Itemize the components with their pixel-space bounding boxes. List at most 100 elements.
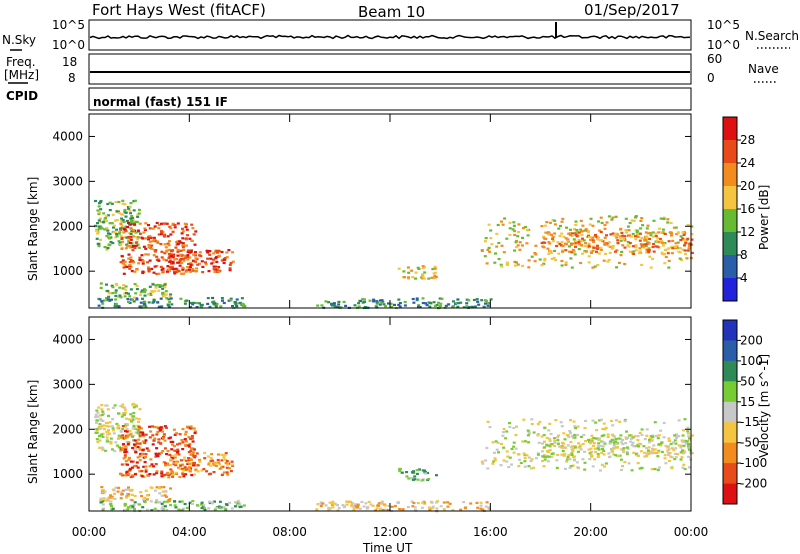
power-echo-cell	[176, 261, 180, 264]
velocity-echo-cell	[121, 434, 125, 437]
velocity-echo-cell	[111, 497, 115, 500]
velocity-echo-cell	[166, 471, 170, 474]
power-echo-cell	[188, 251, 192, 254]
velocity-echo-cell	[111, 507, 115, 510]
velocity-echo-cell	[137, 428, 141, 431]
power-echo-cell	[132, 230, 136, 233]
velocity-echo-cell	[213, 508, 217, 511]
velocity-echo-cell	[128, 429, 132, 432]
power-echo-cell	[412, 301, 416, 304]
power-ytick-label: 1000	[52, 264, 83, 278]
power-echo-cell	[574, 231, 578, 234]
power-echo-cell	[128, 261, 132, 264]
velocity-echo-cell	[187, 466, 191, 469]
velocity-echo-cell	[95, 438, 99, 441]
velocity-echo-cell	[415, 472, 419, 475]
velocity-colorbar-tick-label: 15	[740, 395, 755, 409]
power-echo-cell	[129, 221, 133, 224]
power-echo-cell	[159, 297, 163, 300]
power-echo-cell	[489, 298, 493, 301]
power-echo-cell	[544, 231, 548, 234]
velocity-echo-cell	[602, 434, 606, 437]
power-echo-cell	[111, 286, 115, 289]
velocity-echo-cell	[199, 503, 203, 506]
velocity-echo-cell	[210, 459, 214, 462]
velocity-echo-cell	[583, 468, 587, 471]
velocity-echo-cell	[230, 460, 234, 463]
power-echo-cell	[166, 270, 169, 273]
velocity-echo-cell	[178, 475, 182, 479]
power-echo-cell	[518, 248, 522, 251]
velocity-echo-cell	[101, 419, 105, 422]
power-echo-cell	[656, 237, 660, 240]
power-echo-cell	[183, 254, 187, 257]
power-echo-cell	[141, 271, 145, 275]
power-echo-cell	[674, 246, 678, 250]
power-echo-cell	[134, 292, 138, 295]
power-echo-cell	[170, 255, 174, 258]
velocity-echo-cell	[589, 453, 593, 456]
power-echo-cell	[134, 244, 138, 247]
power-echo-cell	[179, 258, 182, 261]
velocity-echo-cell	[659, 444, 663, 447]
velocity-echo-cell	[523, 465, 527, 468]
power-echo-cell	[660, 241, 664, 244]
power-echo-cell	[118, 241, 122, 244]
velocity-echo-cell	[662, 421, 666, 425]
velocity-echo-cell	[380, 500, 384, 503]
velocity-echo-cell	[105, 438, 109, 442]
power-echo-cell	[575, 235, 579, 238]
velocity-echo-cell	[656, 468, 660, 472]
velocity-echo-cell	[160, 472, 164, 475]
velocity-echo-cell	[512, 451, 516, 454]
power-colorbar-segment	[723, 232, 737, 256]
velocity-echo-cell	[181, 428, 185, 431]
power-echo-cell	[444, 304, 448, 307]
power-echo-cell	[652, 250, 656, 253]
velocity-echo-cell	[603, 428, 607, 431]
power-echo-cell	[640, 237, 644, 240]
power-echo-cell	[407, 277, 411, 280]
power-echo-cell	[477, 303, 481, 306]
power-echo-cell	[191, 259, 195, 262]
power-echo-cell	[533, 260, 537, 263]
velocity-echo-cell	[550, 443, 554, 446]
power-echo-cell	[144, 247, 148, 250]
power-echo-cell	[143, 291, 147, 294]
power-echo-cell	[97, 205, 101, 208]
power-echo-cell	[109, 240, 113, 244]
power-echo-cell	[120, 226, 124, 229]
power-echo-cell	[160, 222, 163, 225]
velocity-echo-cell	[114, 441, 118, 444]
power-echo-cell	[165, 259, 169, 262]
power-echo-cell	[548, 250, 552, 253]
power-echo-cell	[642, 245, 646, 248]
velocity-echo-cell	[158, 428, 162, 431]
power-echo-cell	[543, 241, 547, 244]
velocity-echo-cell	[674, 456, 678, 459]
power-echo-cell	[652, 242, 656, 246]
power-echo-cell	[198, 262, 201, 265]
velocity-echo-cell	[98, 423, 102, 426]
velocity-echo-cell	[216, 453, 220, 456]
velocity-echo-cell	[154, 455, 158, 458]
velocity-echo-cell	[362, 505, 366, 508]
velocity-echo-cell	[127, 472, 131, 475]
power-echo-cell	[516, 235, 520, 238]
velocity-echo-cell	[174, 464, 178, 467]
velocity-echo-cell	[238, 505, 242, 509]
velocity-echo-cell	[613, 442, 616, 445]
velocity-echo-cell	[169, 436, 173, 439]
velocity-echo-cell	[161, 490, 165, 493]
power-echo-cell	[190, 223, 194, 226]
velocity-echo-cell	[182, 469, 185, 472]
power-echo-cell	[178, 264, 182, 267]
power-echo-cell	[120, 220, 124, 223]
velocity-echo-cell	[493, 457, 497, 460]
power-echo-cell	[500, 220, 503, 223]
power-echo-cell	[110, 202, 114, 205]
power-echo-cell	[499, 263, 503, 266]
velocity-echo-cell	[144, 433, 148, 436]
power-echo-cell	[333, 305, 337, 308]
power-echo-cell	[97, 245, 101, 248]
